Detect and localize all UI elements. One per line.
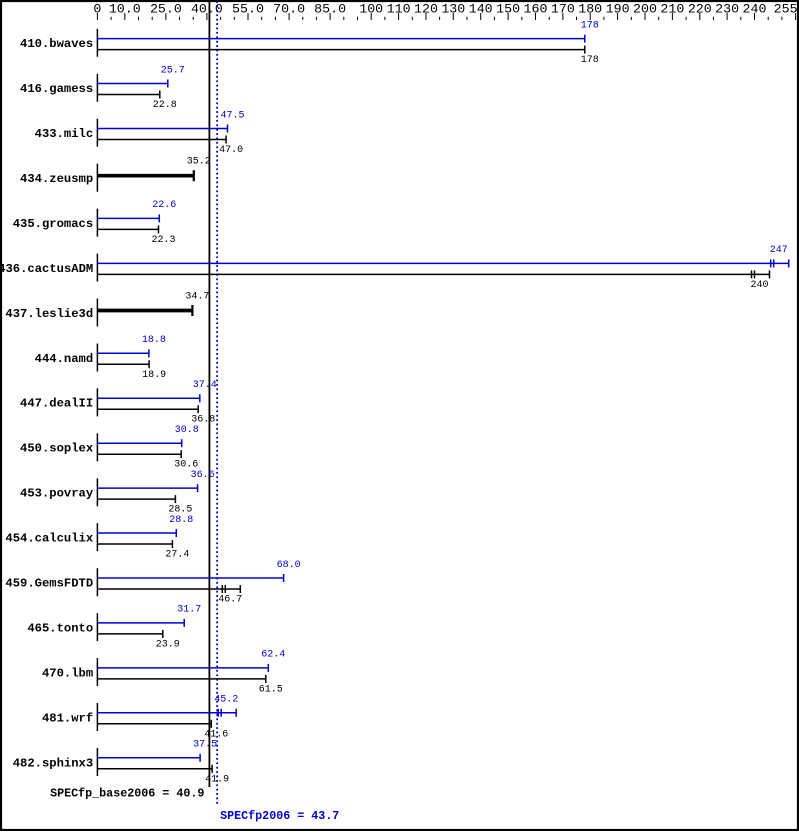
svg-text:31.7: 31.7 (177, 605, 201, 616)
svg-text:481.wrf: 481.wrf (42, 711, 93, 725)
svg-text:416.gamess: 416.gamess (20, 82, 93, 96)
svg-text:68.0: 68.0 (277, 560, 301, 571)
svg-text:10.0: 10.0 (109, 2, 141, 17)
svg-text:22.6: 22.6 (152, 200, 176, 211)
svg-text:447.dealII: 447.dealII (20, 397, 93, 411)
svg-text:190: 190 (606, 2, 630, 17)
svg-text:22.8: 22.8 (153, 100, 177, 111)
svg-text:SPECfp_base2006 = 40.9: SPECfp_base2006 = 40.9 (50, 787, 204, 801)
svg-text:465.tonto: 465.tonto (27, 621, 93, 635)
svg-text:37.5: 37.5 (193, 740, 217, 751)
svg-text:40.0: 40.0 (191, 2, 223, 17)
svg-text:160: 160 (524, 2, 548, 17)
svg-text:34.7: 34.7 (185, 292, 209, 303)
svg-text:170: 170 (551, 2, 575, 17)
svg-text:436.cactusADM: 436.cactusADM (0, 262, 93, 276)
svg-text:247: 247 (770, 245, 788, 256)
svg-text:110: 110 (387, 2, 411, 17)
svg-text:100: 100 (359, 2, 383, 17)
svg-text:SPECfp2006 = 43.7: SPECfp2006 = 43.7 (220, 809, 339, 823)
svg-text:70.0: 70.0 (273, 2, 305, 17)
svg-text:453.povray: 453.povray (20, 487, 94, 501)
svg-text:444.namd: 444.namd (35, 352, 94, 366)
svg-text:450.soplex: 450.soplex (20, 442, 94, 456)
svg-text:255: 255 (774, 2, 798, 17)
svg-text:0: 0 (93, 2, 101, 17)
svg-text:18.8: 18.8 (142, 335, 166, 346)
svg-text:62.4: 62.4 (261, 650, 285, 661)
svg-text:210: 210 (660, 2, 684, 17)
svg-text:35.2: 35.2 (187, 157, 211, 168)
svg-text:37.4: 37.4 (193, 380, 217, 391)
svg-text:46.7: 46.7 (218, 595, 242, 606)
svg-text:435.gromacs: 435.gromacs (13, 217, 93, 231)
svg-text:28.8: 28.8 (169, 515, 193, 526)
svg-text:30.8: 30.8 (175, 425, 199, 436)
svg-text:434.zeusmp: 434.zeusmp (20, 172, 93, 186)
svg-text:27.4: 27.4 (165, 550, 189, 561)
svg-text:200: 200 (633, 2, 657, 17)
svg-text:47.5: 47.5 (220, 110, 244, 121)
svg-text:55.0: 55.0 (232, 2, 264, 17)
svg-text:25.0: 25.0 (150, 2, 182, 17)
svg-text:85.0: 85.0 (314, 2, 346, 17)
svg-text:459.GemsFDTD: 459.GemsFDTD (5, 577, 93, 591)
svg-text:470.lbm: 470.lbm (42, 666, 93, 680)
svg-text:180: 180 (578, 2, 602, 17)
svg-text:23.9: 23.9 (156, 639, 180, 650)
svg-text:240: 240 (750, 280, 768, 291)
svg-text:22.3: 22.3 (151, 235, 175, 246)
svg-text:437.leslie3d: 437.leslie3d (5, 307, 93, 321)
svg-text:410.bwaves: 410.bwaves (20, 37, 93, 51)
svg-text:130: 130 (441, 2, 465, 17)
svg-text:230: 230 (715, 2, 739, 17)
svg-text:433.milc: 433.milc (35, 127, 94, 141)
svg-text:178: 178 (581, 55, 599, 66)
svg-text:18.9: 18.9 (142, 370, 166, 381)
svg-text:36.6: 36.6 (191, 470, 215, 481)
svg-text:240: 240 (743, 2, 767, 17)
svg-text:150: 150 (496, 2, 520, 17)
svg-text:120: 120 (414, 2, 438, 17)
svg-text:454.calculix: 454.calculix (5, 532, 93, 546)
svg-text:25.7: 25.7 (161, 65, 185, 76)
svg-text:482.sphinx3: 482.sphinx3 (13, 756, 93, 770)
svg-text:61.5: 61.5 (259, 684, 283, 695)
svg-text:220: 220 (688, 2, 712, 17)
svg-text:47.0: 47.0 (219, 145, 243, 156)
svg-text:45.2: 45.2 (214, 695, 238, 706)
svg-text:140: 140 (469, 2, 493, 17)
svg-text:41.9: 41.9 (205, 774, 229, 785)
svg-text:178: 178 (581, 20, 599, 31)
